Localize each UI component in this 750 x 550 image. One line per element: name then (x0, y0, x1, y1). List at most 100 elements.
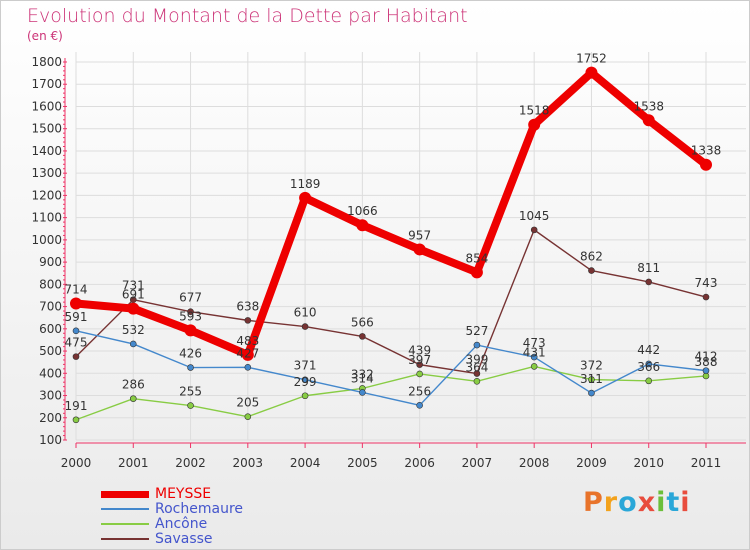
data-label: 1538 (633, 99, 664, 113)
data-point (187, 402, 194, 409)
data-label: 475 (65, 336, 88, 350)
data-point (187, 308, 194, 316)
data-label: 364 (465, 360, 488, 374)
data-point (301, 376, 309, 384)
data-point (301, 392, 309, 400)
data-point (645, 360, 653, 368)
data-point (588, 389, 595, 397)
data-point (530, 226, 538, 234)
data-label: 566 (351, 315, 374, 329)
data-point (473, 341, 481, 349)
data-point (299, 191, 312, 204)
proxiti-logo: Proxiti (583, 487, 691, 518)
x-tick-label: 2010 (633, 456, 664, 470)
x-tick-label: 2009 (576, 456, 607, 470)
y-tick-label: 700 (39, 300, 62, 314)
data-point (700, 158, 712, 171)
data-label: 532 (122, 323, 145, 337)
data-label: 371 (294, 359, 317, 373)
series-line-savasse (75, 229, 707, 375)
data-label: 862 (580, 250, 603, 264)
data-label: 731 (122, 279, 145, 293)
data-label: 591 (65, 310, 88, 324)
data-point (588, 376, 595, 383)
data-point (129, 395, 137, 402)
data-label: 372 (580, 359, 603, 373)
data-label: 332 (351, 367, 374, 381)
data-point (184, 324, 197, 337)
data-label: 442 (637, 343, 660, 357)
data-label: 691 (122, 288, 145, 302)
data-point (702, 293, 710, 301)
data-label: 397 (408, 353, 431, 367)
data-label: 957 (408, 228, 431, 242)
y-tick-label: 600 (39, 322, 62, 336)
data-point (72, 327, 80, 335)
data-label: 714 (65, 282, 88, 296)
legend-label: Rochemaure (155, 501, 243, 517)
x-tick-label: 2006 (404, 456, 435, 470)
data-label: 205 (236, 396, 259, 410)
logo-letter: i (656, 487, 667, 518)
data-point (244, 317, 252, 324)
data-label: 314 (351, 371, 374, 385)
y-tick-label: 800 (39, 277, 62, 291)
y-tick-label: 900 (39, 255, 62, 269)
legend-label: Ancône (155, 516, 208, 532)
data-label: 399 (465, 353, 488, 367)
data-point (473, 370, 481, 377)
data-label: 1752 (576, 52, 607, 66)
data-point (187, 364, 194, 371)
y-tick-label: 1200 (31, 188, 62, 202)
gridlines (75, 52, 746, 441)
data-label: 743 (695, 276, 718, 290)
x-tick-label: 2002 (175, 456, 206, 470)
x-tick-label: 2008 (519, 456, 550, 470)
data-label: 286 (122, 378, 145, 392)
y-tick-label: 1100 (31, 211, 62, 225)
x-tick-label: 2007 (462, 456, 493, 470)
data-label: 439 (408, 344, 431, 358)
y-tick-label: 500 (39, 344, 62, 358)
data-point (530, 363, 538, 370)
series-line-rochemaure (75, 330, 707, 407)
data-point (473, 377, 481, 385)
logo-letter: r (603, 487, 619, 518)
y-tick-label: 1600 (31, 99, 62, 113)
data-point (356, 219, 369, 232)
y-tick-label: 1300 (31, 166, 62, 180)
data-label: 593 (179, 309, 202, 323)
logo-letter: i (680, 487, 691, 518)
data-label: 811 (637, 261, 660, 275)
data-label: 311 (580, 372, 603, 386)
data-label: 527 (465, 324, 488, 338)
data-label: 1066 (347, 204, 378, 218)
data-point (585, 66, 598, 79)
y-tick-label: 1500 (31, 122, 62, 136)
y-tick-label: 1000 (31, 233, 62, 247)
data-labels: 714 691 593 483 1189 1066 957 854 1518 1752 1538 13… (65, 52, 722, 413)
data-point (70, 297, 82, 310)
data-label: 431 (523, 345, 546, 359)
data-point (129, 340, 137, 348)
logo-letter: P (583, 487, 604, 518)
data-label: 366 (637, 360, 660, 374)
data-point (72, 416, 80, 424)
data-point (645, 377, 653, 385)
legend-label: Savasse (155, 531, 213, 547)
series-line-ancône (75, 365, 707, 421)
data-label: 1045 (519, 209, 550, 223)
data-point (359, 389, 366, 396)
data-label: 1189 (290, 177, 321, 191)
series-lines (70, 66, 712, 424)
x-tick-label: 2005 (347, 456, 378, 470)
data-label: 854 (465, 251, 488, 265)
data-point (244, 413, 252, 420)
x-tick-label: 2001 (118, 456, 149, 470)
y-tick-label: 200 (39, 411, 62, 425)
series-line-meysse (75, 68, 709, 359)
data-label: 473 (523, 336, 546, 350)
data-label: 1338 (691, 144, 722, 158)
legend-swatch (101, 508, 149, 510)
